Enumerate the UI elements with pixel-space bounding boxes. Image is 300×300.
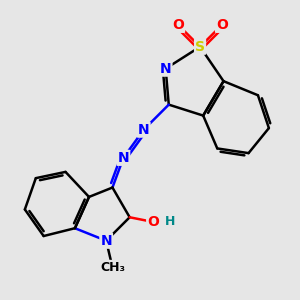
Text: N: N [160, 62, 172, 76]
Text: S: S [195, 40, 205, 54]
Text: O: O [172, 18, 184, 32]
Text: O: O [147, 215, 159, 229]
Text: CH₃: CH₃ [100, 261, 125, 274]
Text: N: N [138, 123, 150, 137]
Text: H: H [165, 215, 175, 229]
Text: O: O [216, 18, 228, 32]
Text: N: N [100, 234, 112, 248]
Text: N: N [118, 151, 129, 165]
